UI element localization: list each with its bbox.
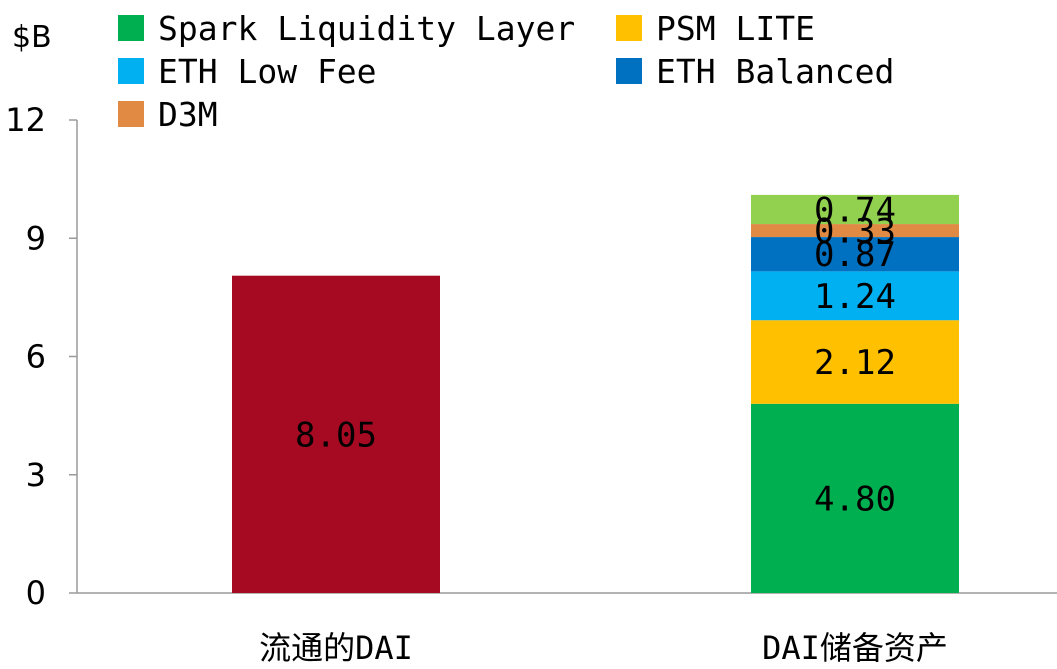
bar-segment-eth-balanced [751, 237, 959, 272]
y-axis: 0 3 6 9 12 [5, 101, 78, 612]
legend-item: D3M [118, 95, 218, 134]
legend-swatch [118, 101, 144, 127]
bar-segment-series-92d050 [751, 194, 959, 225]
legend-label: PSM LITE [656, 9, 815, 48]
data-label: 0.74 [814, 190, 896, 230]
legend-label: ETH Low Fee [158, 52, 377, 91]
legend-item: ETH Balanced [616, 52, 894, 91]
x-category-label: 流通的DAI [259, 629, 413, 667]
value-labels: 8.05 4.80 2.12 1.240.870.330.74 [295, 190, 896, 519]
legend: Spark Liquidity Layer PSM LITE ETH Low Fee… [118, 9, 894, 134]
legend-label: D3M [158, 95, 218, 134]
legend-swatch [118, 58, 144, 84]
legend-swatch [616, 58, 642, 84]
legend-swatch [616, 15, 642, 41]
data-label: 1.24 [814, 277, 896, 317]
legend-item: PSM LITE [616, 9, 815, 48]
y-tick-label: 9 [26, 219, 46, 257]
legend-item: Spark Liquidity Layer [118, 9, 575, 48]
bar-segment-psm-lite [751, 320, 959, 404]
bar-segment-spark-liquidity-layer [751, 403, 959, 593]
data-label: 0.87 [814, 235, 896, 275]
y-tick-label: 12 [5, 101, 46, 139]
bar-segment-eth-low-fee [751, 271, 959, 321]
bar-segment-d3m [751, 224, 959, 238]
data-label: 4.80 [814, 479, 896, 519]
bar-segment-series-a50a22 [232, 275, 440, 593]
data-label: 8.05 [295, 415, 377, 455]
x-category-label: DAI储备资产 [762, 629, 948, 667]
legend-label: Spark Liquidity Layer [158, 9, 575, 48]
bars [232, 194, 959, 593]
data-label: 0.33 [814, 212, 896, 252]
legend-item: ETH Low Fee [118, 52, 377, 91]
data-label: 2.12 [814, 343, 896, 383]
y-tick-label: 3 [26, 456, 46, 494]
y-tick-label: 0 [26, 574, 46, 612]
x-axis: 流通的DAI DAI储备资产 [77, 592, 1057, 667]
y-tick-label: 6 [26, 338, 46, 376]
legend-swatch [118, 15, 144, 41]
legend-label: ETH Balanced [656, 52, 894, 91]
y-axis-unit-label: $B [12, 20, 52, 55]
